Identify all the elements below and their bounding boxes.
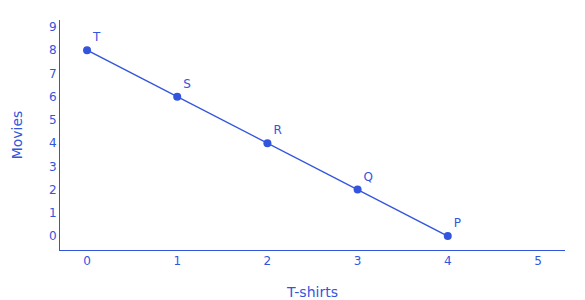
svg-text:2: 2 xyxy=(49,183,57,197)
svg-text:R: R xyxy=(273,123,281,137)
svg-text:5: 5 xyxy=(49,113,57,127)
svg-text:3: 3 xyxy=(354,254,362,268)
svg-text:1: 1 xyxy=(49,206,57,220)
svg-text:9: 9 xyxy=(49,20,57,34)
svg-text:1: 1 xyxy=(173,254,181,268)
svg-text:2: 2 xyxy=(264,254,272,268)
svg-text:T: T xyxy=(92,30,101,44)
svg-text:T-shirts: T-shirts xyxy=(286,284,338,300)
svg-text:7: 7 xyxy=(49,67,57,81)
svg-text:0: 0 xyxy=(49,229,57,243)
svg-text:6: 6 xyxy=(49,90,57,104)
svg-text:4: 4 xyxy=(49,136,57,150)
svg-text:S: S xyxy=(183,77,191,91)
svg-text:P: P xyxy=(454,216,461,230)
svg-text:0: 0 xyxy=(83,254,91,268)
svg-text:Q: Q xyxy=(364,170,373,184)
svg-text:5: 5 xyxy=(534,254,542,268)
svg-text:8: 8 xyxy=(49,43,57,57)
svg-text:3: 3 xyxy=(49,160,57,174)
svg-text:4: 4 xyxy=(444,254,452,268)
svg-text:Movies: Movies xyxy=(9,111,25,160)
